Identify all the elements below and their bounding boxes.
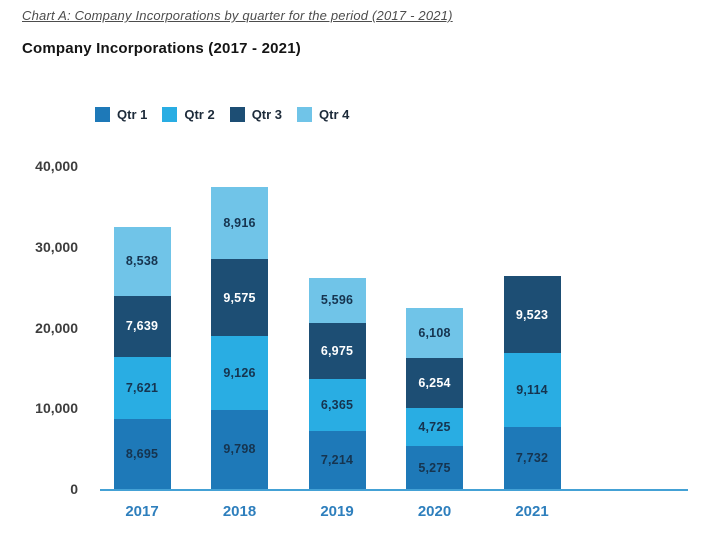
bar-value-label: 6,975 xyxy=(320,344,354,359)
bar-value-label: 5,275 xyxy=(418,460,451,475)
bar-2021-qtr-3: 9,523 xyxy=(503,276,561,353)
x-axis-label-2019: 2019 xyxy=(320,503,354,520)
bar-value-label: 7,621 xyxy=(125,381,159,395)
x-axis-label-2018: 2018 xyxy=(222,503,257,520)
bar-value-label: 6,365 xyxy=(320,398,354,413)
x-axis-label-2017: 2017 xyxy=(125,503,159,520)
bar-value-label: 9,523 xyxy=(515,307,549,322)
bar-value-label: 4,725 xyxy=(418,420,451,435)
bar-value-label: 9,126 xyxy=(223,366,256,381)
y-axis-tick-label: 30,000 xyxy=(35,238,78,255)
legend-label: Qtr 3 xyxy=(251,107,283,122)
bar-2020-qtr-4: 6,108 xyxy=(406,308,463,358)
bar-value-label: 9,798 xyxy=(223,442,256,457)
bar-2019-qtr-2: 6,365 xyxy=(308,379,366,431)
legend-item-qtr-1: Qtr 1 xyxy=(95,107,147,122)
bar-value-label: 8,538 xyxy=(125,254,159,269)
x-axis-label-2021: 2021 xyxy=(515,503,549,520)
bar-value-label: 9,114 xyxy=(516,382,548,397)
bar-2017-qtr-4: 8,538 xyxy=(113,226,171,296)
legend-item-qtr-3: Qtr 3 xyxy=(229,107,283,122)
bar-2021-qtr-2: 9,114 xyxy=(503,352,561,427)
y-axis-tick-label: 20,000 xyxy=(35,319,78,336)
bar-2017-qtr-2: 7,621 xyxy=(113,357,171,419)
legend-swatch-icon xyxy=(95,107,110,122)
y-axis-tick-label: 40,000 xyxy=(35,158,78,174)
bar-2021-qtr-1: 7,732 xyxy=(503,426,561,489)
bar-2018-qtr-3: 9,575 xyxy=(211,258,268,337)
y-axis-tick-label: 0 xyxy=(70,481,78,497)
x-axis-label-2020: 2020 xyxy=(417,503,452,520)
bar-value-label: 6,108 xyxy=(418,326,451,341)
bar-2020-qtr-3: 6,254 xyxy=(406,357,463,409)
bar-2020-qtr-1: 5,275 xyxy=(406,446,463,489)
bar-value-label: 9,575 xyxy=(223,290,256,305)
bar-value-label: 7,732 xyxy=(515,450,549,465)
legend-label: Qtr 1 xyxy=(117,107,148,122)
chart-legend: Qtr 1 Qtr 2 Qtr 3 Qtr 4 xyxy=(95,107,349,122)
bar-value-label: 8,916 xyxy=(223,215,256,230)
bar-value-label: 5,596 xyxy=(320,293,354,308)
bar-2020-qtr-2: 4,725 xyxy=(406,408,463,447)
legend-label: Qtr 4 xyxy=(319,107,350,122)
document-caption: Chart A: Company Incorporations by quart… xyxy=(22,8,453,23)
chart-title: Company Incorporations (2017 - 2021) xyxy=(22,40,301,57)
bar-2018-qtr-2: 9,126 xyxy=(211,336,268,410)
bar-2019-qtr-1: 7,214 xyxy=(308,430,366,489)
legend-label: Qtr 2 xyxy=(184,107,215,122)
legend-swatch-icon xyxy=(229,107,245,122)
bar-value-label: 6,254 xyxy=(418,375,451,390)
x-axis-line xyxy=(100,489,688,491)
bar-value-label: 8,695 xyxy=(125,446,159,461)
bar-2018-qtr-4: 8,916 xyxy=(211,186,268,259)
bar-2019-qtr-3: 6,975 xyxy=(308,323,366,380)
legend-swatch-icon xyxy=(162,107,178,122)
bar-value-label: 7,639 xyxy=(125,319,159,334)
bar-value-label: 7,214 xyxy=(320,452,354,467)
bar-2017-qtr-1: 8,695 xyxy=(113,418,171,489)
legend-item-qtr-2: Qtr 2 xyxy=(162,107,215,122)
bar-2017-qtr-3: 7,639 xyxy=(113,295,171,358)
legend-item-qtr-4: Qtr 4 xyxy=(297,107,349,122)
legend-swatch-icon xyxy=(297,107,313,122)
bar-2018-qtr-1: 9,798 xyxy=(211,409,268,489)
bar-2019-qtr-4: 5,596 xyxy=(308,277,366,324)
y-axis-tick-label: 10,000 xyxy=(35,400,78,417)
